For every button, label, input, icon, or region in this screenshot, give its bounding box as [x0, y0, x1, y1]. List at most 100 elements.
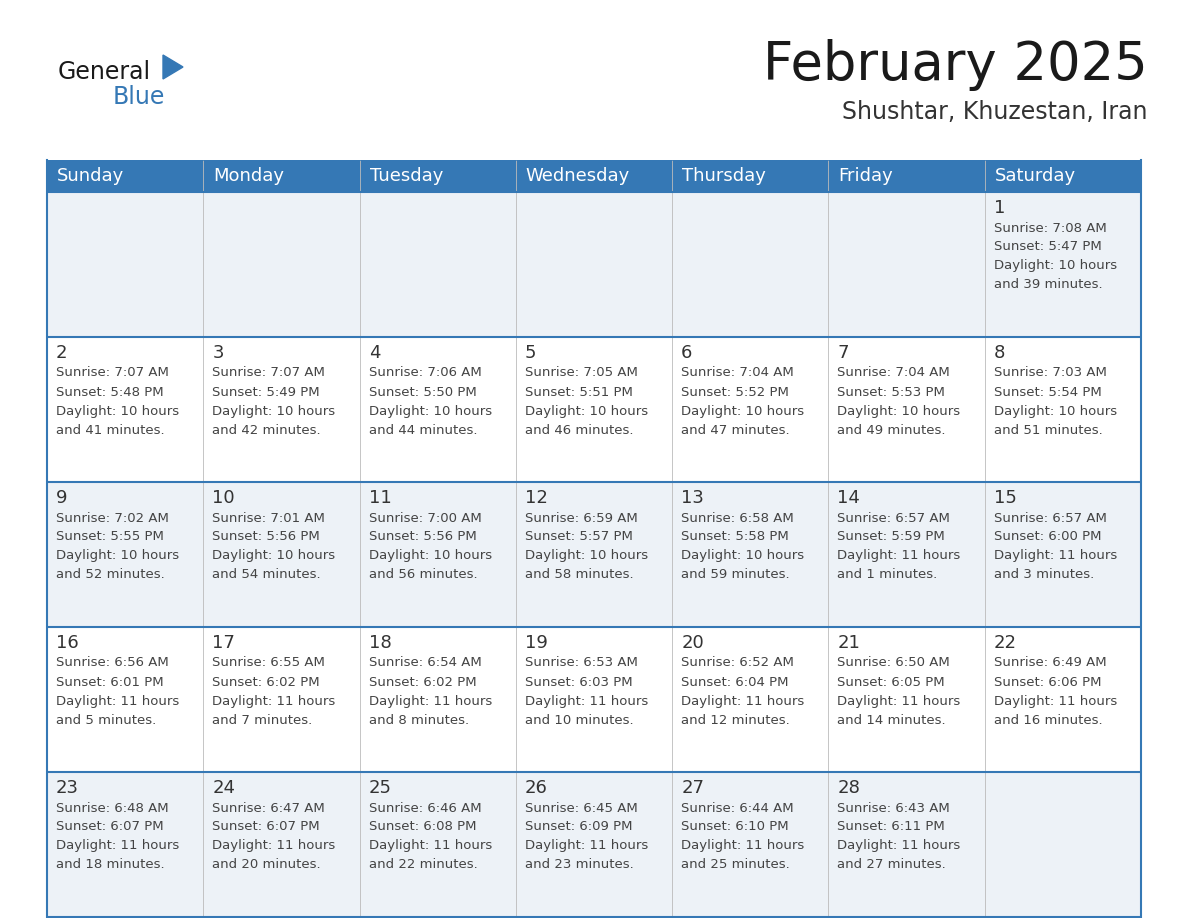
Text: and 10 minutes.: and 10 minutes.	[525, 713, 633, 726]
Text: and 18 minutes.: and 18 minutes.	[56, 858, 165, 871]
Text: Sunset: 6:02 PM: Sunset: 6:02 PM	[368, 676, 476, 688]
Text: Sunrise: 7:07 AM: Sunrise: 7:07 AM	[56, 366, 169, 379]
Text: Sunrise: 6:56 AM: Sunrise: 6:56 AM	[56, 656, 169, 669]
Bar	[48, 627, 1140, 772]
Text: Sunrise: 6:43 AM: Sunrise: 6:43 AM	[838, 801, 950, 814]
Text: Daylight: 10 hours: Daylight: 10 hours	[56, 550, 179, 563]
Text: Daylight: 11 hours: Daylight: 11 hours	[213, 695, 335, 708]
Text: Sunset: 6:07 PM: Sunset: 6:07 PM	[56, 821, 164, 834]
Text: Sunset: 5:52 PM: Sunset: 5:52 PM	[681, 386, 789, 398]
Text: and 52 minutes.: and 52 minutes.	[56, 568, 165, 581]
Text: Sunrise: 6:48 AM: Sunrise: 6:48 AM	[56, 801, 169, 814]
Text: 26: 26	[525, 779, 548, 797]
Text: Sunset: 6:02 PM: Sunset: 6:02 PM	[213, 676, 320, 688]
Text: Daylight: 11 hours: Daylight: 11 hours	[838, 695, 961, 708]
Text: and 44 minutes.: and 44 minutes.	[368, 423, 478, 436]
Text: Daylight: 10 hours: Daylight: 10 hours	[525, 550, 647, 563]
Text: and 42 minutes.: and 42 minutes.	[213, 423, 321, 436]
Text: Daylight: 10 hours: Daylight: 10 hours	[213, 405, 335, 418]
Text: and 51 minutes.: and 51 minutes.	[993, 423, 1102, 436]
Text: Sunset: 6:03 PM: Sunset: 6:03 PM	[525, 676, 632, 688]
Text: and 12 minutes.: and 12 minutes.	[681, 713, 790, 726]
Text: Sunset: 5:53 PM: Sunset: 5:53 PM	[838, 386, 946, 398]
Bar	[48, 192, 1140, 337]
Text: Daylight: 10 hours: Daylight: 10 hours	[993, 405, 1117, 418]
Text: Sunrise: 6:57 AM: Sunrise: 6:57 AM	[838, 511, 950, 524]
Text: and 54 minutes.: and 54 minutes.	[213, 568, 321, 581]
Text: Daylight: 11 hours: Daylight: 11 hours	[838, 839, 961, 853]
Text: Sunset: 6:10 PM: Sunset: 6:10 PM	[681, 821, 789, 834]
Text: 21: 21	[838, 634, 860, 652]
Text: Sunrise: 6:52 AM: Sunrise: 6:52 AM	[681, 656, 794, 669]
Text: and 20 minutes.: and 20 minutes.	[213, 858, 321, 871]
Text: and 39 minutes.: and 39 minutes.	[993, 278, 1102, 292]
Text: 14: 14	[838, 489, 860, 507]
Text: Sunset: 6:04 PM: Sunset: 6:04 PM	[681, 676, 789, 688]
Text: and 47 minutes.: and 47 minutes.	[681, 423, 790, 436]
Text: and 58 minutes.: and 58 minutes.	[525, 568, 633, 581]
Text: and 22 minutes.: and 22 minutes.	[368, 858, 478, 871]
Bar	[48, 160, 1140, 192]
Text: Saturday: Saturday	[994, 167, 1076, 185]
Text: Sunrise: 7:07 AM: Sunrise: 7:07 AM	[213, 366, 326, 379]
Text: Sunset: 5:59 PM: Sunset: 5:59 PM	[838, 531, 946, 543]
Text: Wednesday: Wednesday	[526, 167, 630, 185]
Text: Sunrise: 6:50 AM: Sunrise: 6:50 AM	[838, 656, 950, 669]
Text: Sunrise: 6:55 AM: Sunrise: 6:55 AM	[213, 656, 326, 669]
Text: Sunset: 5:49 PM: Sunset: 5:49 PM	[213, 386, 320, 398]
Text: Sunrise: 6:53 AM: Sunrise: 6:53 AM	[525, 656, 638, 669]
Text: and 8 minutes.: and 8 minutes.	[368, 713, 469, 726]
Text: Daylight: 11 hours: Daylight: 11 hours	[681, 695, 804, 708]
Text: Sunrise: 7:04 AM: Sunrise: 7:04 AM	[838, 366, 950, 379]
Text: and 41 minutes.: and 41 minutes.	[56, 423, 165, 436]
Text: Sunset: 5:58 PM: Sunset: 5:58 PM	[681, 531, 789, 543]
Text: Sunrise: 7:04 AM: Sunrise: 7:04 AM	[681, 366, 794, 379]
Text: and 14 minutes.: and 14 minutes.	[838, 713, 946, 726]
Text: 18: 18	[368, 634, 391, 652]
Text: Daylight: 11 hours: Daylight: 11 hours	[56, 839, 179, 853]
Bar	[48, 337, 1140, 482]
Text: and 56 minutes.: and 56 minutes.	[368, 568, 478, 581]
Text: 11: 11	[368, 489, 391, 507]
Text: Tuesday: Tuesday	[369, 167, 443, 185]
Bar	[48, 772, 1140, 917]
Text: 24: 24	[213, 779, 235, 797]
Text: 13: 13	[681, 489, 704, 507]
Text: Sunrise: 6:59 AM: Sunrise: 6:59 AM	[525, 511, 638, 524]
Text: and 49 minutes.: and 49 minutes.	[838, 423, 946, 436]
Text: Thursday: Thursday	[682, 167, 766, 185]
Text: Sunset: 5:56 PM: Sunset: 5:56 PM	[368, 531, 476, 543]
Text: Shushtar, Khuzestan, Iran: Shushtar, Khuzestan, Iran	[842, 100, 1148, 124]
Text: and 23 minutes.: and 23 minutes.	[525, 858, 633, 871]
Text: and 27 minutes.: and 27 minutes.	[838, 858, 946, 871]
Text: Sunset: 6:01 PM: Sunset: 6:01 PM	[56, 676, 164, 688]
Text: Sunrise: 7:00 AM: Sunrise: 7:00 AM	[368, 511, 481, 524]
Text: Sunset: 5:50 PM: Sunset: 5:50 PM	[368, 386, 476, 398]
Text: and 46 minutes.: and 46 minutes.	[525, 423, 633, 436]
Text: Daylight: 10 hours: Daylight: 10 hours	[213, 550, 335, 563]
Text: 1: 1	[993, 199, 1005, 217]
Text: 6: 6	[681, 344, 693, 362]
Text: Sunrise: 6:47 AM: Sunrise: 6:47 AM	[213, 801, 326, 814]
Text: Sunset: 6:07 PM: Sunset: 6:07 PM	[213, 821, 320, 834]
Text: 15: 15	[993, 489, 1017, 507]
Text: Sunset: 5:56 PM: Sunset: 5:56 PM	[213, 531, 320, 543]
Text: 2: 2	[56, 344, 68, 362]
Text: Daylight: 11 hours: Daylight: 11 hours	[213, 839, 335, 853]
Text: Daylight: 10 hours: Daylight: 10 hours	[525, 405, 647, 418]
Text: Sunset: 6:11 PM: Sunset: 6:11 PM	[838, 821, 946, 834]
Text: 8: 8	[993, 344, 1005, 362]
Text: Daylight: 11 hours: Daylight: 11 hours	[525, 695, 649, 708]
Text: Sunset: 6:05 PM: Sunset: 6:05 PM	[838, 676, 944, 688]
Text: 3: 3	[213, 344, 223, 362]
Text: Sunset: 5:48 PM: Sunset: 5:48 PM	[56, 386, 164, 398]
Text: Daylight: 11 hours: Daylight: 11 hours	[368, 839, 492, 853]
Text: and 25 minutes.: and 25 minutes.	[681, 858, 790, 871]
Text: Daylight: 10 hours: Daylight: 10 hours	[993, 260, 1117, 273]
Text: Daylight: 10 hours: Daylight: 10 hours	[681, 550, 804, 563]
Text: Sunset: 5:47 PM: Sunset: 5:47 PM	[993, 241, 1101, 253]
Text: Sunrise: 6:49 AM: Sunrise: 6:49 AM	[993, 656, 1106, 669]
Text: Daylight: 10 hours: Daylight: 10 hours	[56, 405, 179, 418]
Text: Daylight: 10 hours: Daylight: 10 hours	[838, 405, 961, 418]
Text: Sunrise: 7:03 AM: Sunrise: 7:03 AM	[993, 366, 1106, 379]
